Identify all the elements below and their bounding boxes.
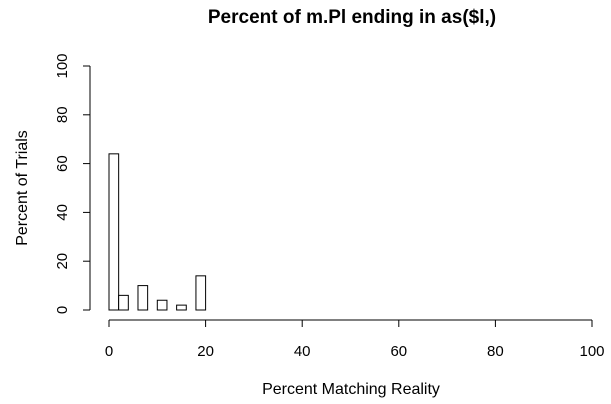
y-tick-label-100: 100 bbox=[54, 53, 71, 78]
x-tick-label-40: 40 bbox=[294, 343, 311, 360]
y-axis: 0 20 40 60 80 100 bbox=[54, 53, 91, 314]
y-tick-label-80: 80 bbox=[54, 106, 71, 123]
x-tick-label-0: 0 bbox=[105, 343, 113, 360]
histogram-bar-10-12 bbox=[156, 299, 168, 311]
y-tick-label-60: 60 bbox=[54, 155, 71, 172]
histogram-bar-14-16 bbox=[176, 304, 187, 311]
x-tick-label-60: 60 bbox=[390, 343, 407, 360]
bars-group bbox=[108, 153, 207, 311]
y-axis-label: Percent of Trials bbox=[14, 130, 31, 246]
x-tick-label-20: 20 bbox=[197, 343, 214, 360]
x-axis-label: Percent Matching Reality bbox=[262, 381, 440, 398]
y-tick-label-20: 20 bbox=[54, 253, 71, 270]
histogram-bar-0-2 bbox=[108, 153, 120, 311]
chart-title: Percent of m.Pl ending in as($l,) bbox=[208, 7, 496, 28]
histogram-bar-18-20 bbox=[195, 275, 207, 311]
histogram-bar-6-8 bbox=[137, 285, 149, 311]
y-tick-label-40: 40 bbox=[54, 204, 71, 221]
y-tick-label-0: 0 bbox=[54, 306, 71, 314]
x-tick-label-80: 80 bbox=[487, 343, 504, 360]
x-axis: 0 20 40 60 80 100 bbox=[105, 319, 605, 360]
x-tick-label-100: 100 bbox=[579, 343, 604, 360]
histogram-bar-2-4 bbox=[118, 294, 129, 311]
